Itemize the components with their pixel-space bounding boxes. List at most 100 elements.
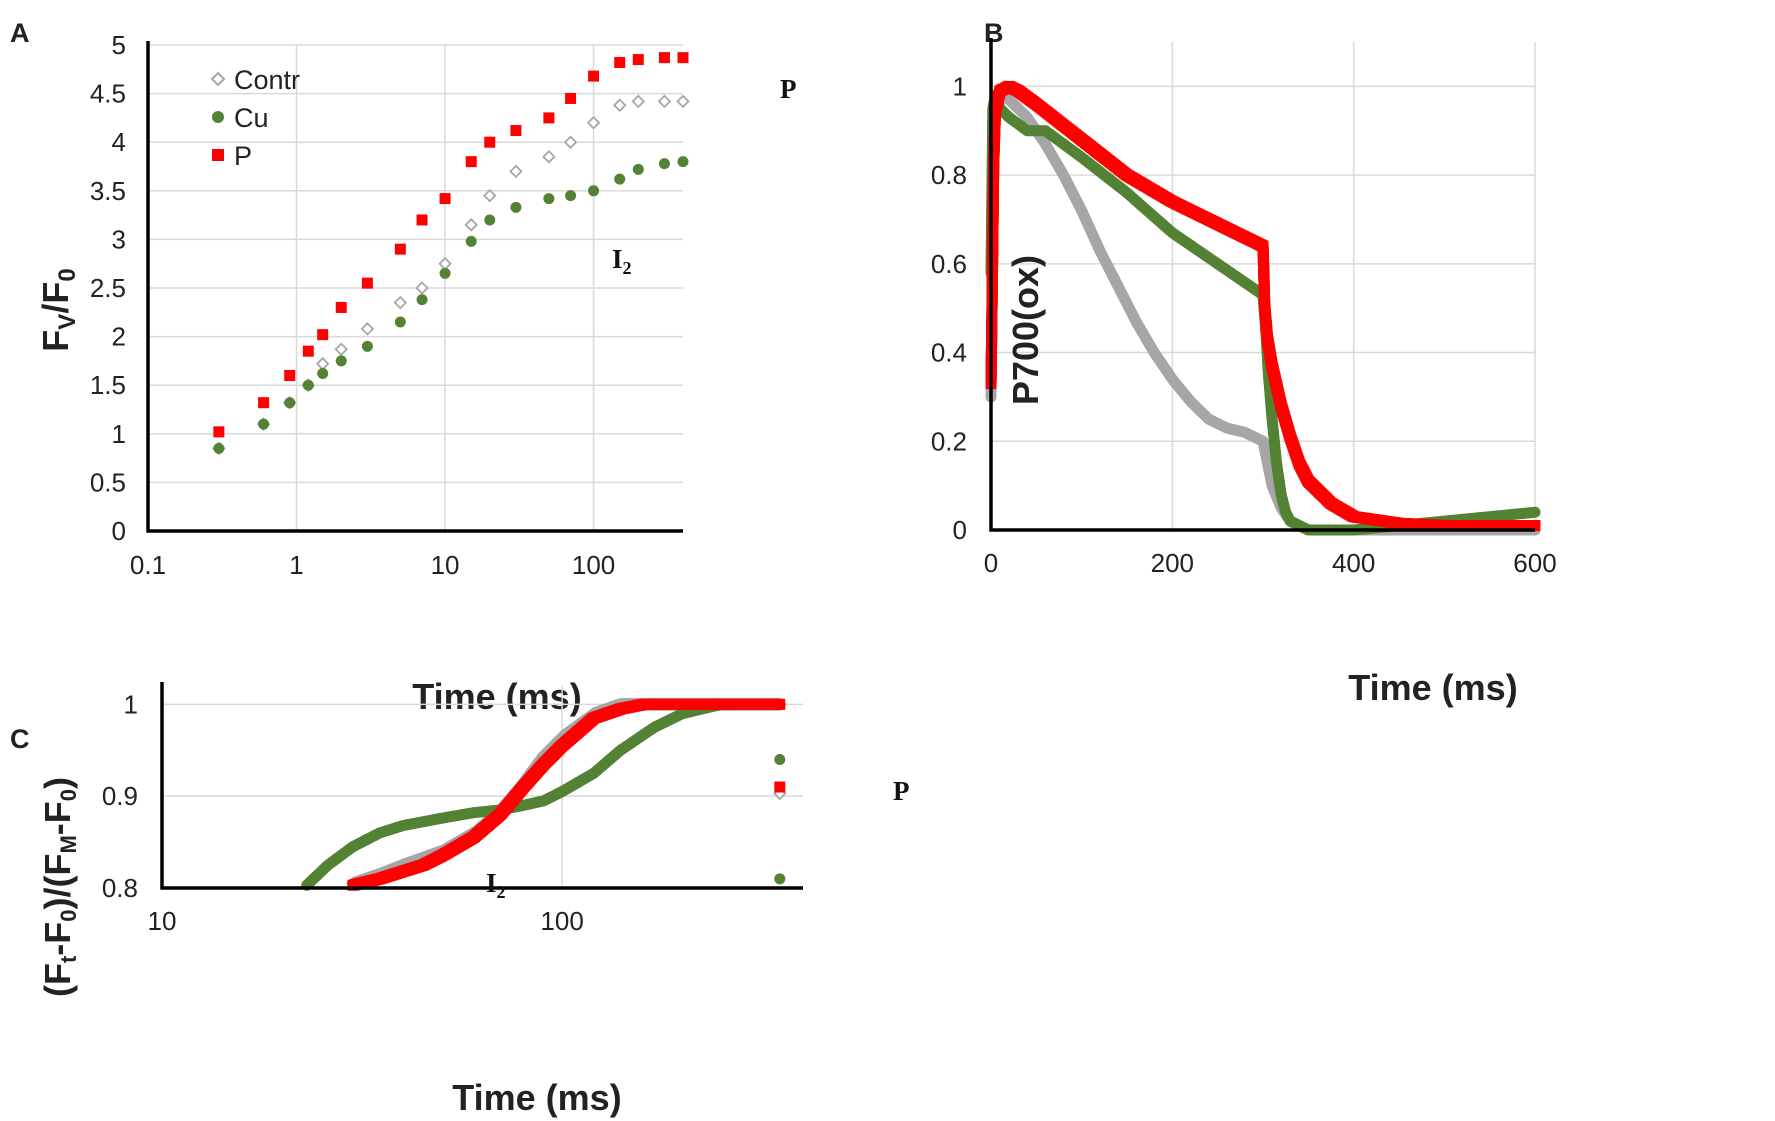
panel-c-letter: C <box>10 724 30 754</box>
data-point <box>565 190 577 202</box>
panel-b-series <box>985 80 1541 536</box>
data-point <box>614 56 626 68</box>
x-tick-label: 200 <box>1151 548 1194 578</box>
data-point <box>1529 520 1541 532</box>
panel-c-annotation-p: P <box>893 776 910 806</box>
data-point <box>484 136 496 148</box>
panel-a-y-axis-title: FV/F0 <box>35 268 81 351</box>
x-tick-label: 1 <box>289 550 303 580</box>
data-point <box>631 94 646 109</box>
y-tick-label: 1 <box>953 71 967 101</box>
y-tick-label: 0 <box>112 516 126 546</box>
y-tick-label: 0.4 <box>931 338 967 368</box>
data-point <box>774 873 786 885</box>
panel-c-tick-labels: 10 100 0.8 0.9 1 <box>102 689 584 936</box>
data-point <box>510 201 522 213</box>
data-point <box>510 125 522 137</box>
series-p-end <box>774 781 786 793</box>
data-point <box>335 355 347 367</box>
data-point <box>484 214 496 226</box>
data-point <box>416 294 428 306</box>
data-point <box>258 397 270 409</box>
data-point <box>588 70 600 82</box>
series-p <box>347 698 786 891</box>
panel-b-axes <box>989 38 1535 532</box>
data-point <box>361 277 373 289</box>
data-point <box>394 316 406 328</box>
data-point <box>774 753 786 765</box>
series-p <box>213 52 689 438</box>
data-point <box>315 357 330 371</box>
y-tick-label: 3.5 <box>90 176 126 206</box>
series-contr <box>212 94 690 456</box>
panel-a-annotation-i2: I2 <box>612 244 632 278</box>
data-point <box>542 150 556 164</box>
data-point <box>361 340 373 352</box>
data-point <box>677 156 689 168</box>
y-tick-label: 4.5 <box>90 79 126 109</box>
data-point <box>213 426 225 438</box>
data-point <box>416 214 428 226</box>
data-point <box>565 92 577 104</box>
data-point <box>586 115 601 130</box>
panel-a-x-axis-title: Time (ms) <box>412 676 581 717</box>
legend-label-p: P <box>234 141 252 171</box>
data-point <box>677 52 689 64</box>
y-tick-label: 0.8 <box>102 873 138 903</box>
data-point <box>284 397 296 409</box>
panel-a-annotation-p: P <box>780 74 797 104</box>
y-tick-label: 0.8 <box>931 160 967 190</box>
panel-c-y-axis-title: (Ft-F0)/(FM-F0) <box>37 777 81 997</box>
legend-marker-p <box>212 149 224 161</box>
x-tick-label: 100 <box>572 550 615 580</box>
x-tick-label: 10 <box>148 906 177 936</box>
x-tick-label: 400 <box>1332 548 1375 578</box>
data-point <box>509 164 523 179</box>
series-cu <box>301 698 786 891</box>
panel-c-x-axis-title: Time (ms) <box>452 1077 621 1118</box>
series-cu-end <box>774 753 786 885</box>
data-point <box>632 163 644 175</box>
x-tick-label: 10 <box>431 550 460 580</box>
y-tick-label: 1.5 <box>90 370 126 400</box>
legend-marker-cu <box>212 111 224 123</box>
x-tick-label: 600 <box>1513 548 1556 578</box>
data-point <box>284 369 296 381</box>
y-tick-label: 0.9 <box>102 781 138 811</box>
y-tick-label: 0.2 <box>931 426 967 456</box>
data-point <box>658 158 670 170</box>
data-point <box>258 418 270 430</box>
data-point <box>317 368 329 380</box>
y-tick-label: 2 <box>112 322 126 352</box>
panel-b-letter: B <box>984 18 1004 48</box>
panel-b: B 0 200 400 600 0 0.2 0.4 0.6 0.8 1 Time (ms) P70… <box>931 18 1557 708</box>
panel-c: C 10 100 0.8 0.9 1 P I2 Time (ms) (Ft-F0)/(F… <box>10 682 910 1118</box>
data-point <box>334 342 349 357</box>
data-point <box>415 281 429 295</box>
y-tick-label: 1 <box>124 689 138 719</box>
data-point <box>360 322 375 336</box>
data-point <box>317 329 329 341</box>
data-point <box>774 698 786 710</box>
data-point <box>563 135 578 149</box>
data-point <box>394 243 406 255</box>
y-tick-label: 2.5 <box>90 273 126 303</box>
data-point <box>632 54 644 66</box>
data-point <box>658 52 670 64</box>
panel-a-series <box>212 52 690 456</box>
data-point <box>213 442 225 454</box>
data-point <box>335 301 347 313</box>
legend-label-cu: Cu <box>234 103 269 133</box>
panel-a-legend: Contr Cu P <box>210 65 300 171</box>
data-point <box>1529 506 1541 518</box>
data-point <box>657 94 672 109</box>
data-point <box>543 193 555 205</box>
legend-marker-contr <box>210 71 226 87</box>
y-tick-label: 4 <box>112 127 126 157</box>
panel-a: A 0.1 1 10 100 0 0.5 1 1.5 2 2.5 3 3.5 4 4.5 5 Contr C… <box>10 18 797 717</box>
panel-b-tick-labels: 0 200 400 600 0 0.2 0.4 0.6 0.8 1 <box>931 71 1557 578</box>
data-point <box>464 218 478 232</box>
data-point <box>439 267 451 279</box>
panel-c-axes <box>160 682 803 890</box>
